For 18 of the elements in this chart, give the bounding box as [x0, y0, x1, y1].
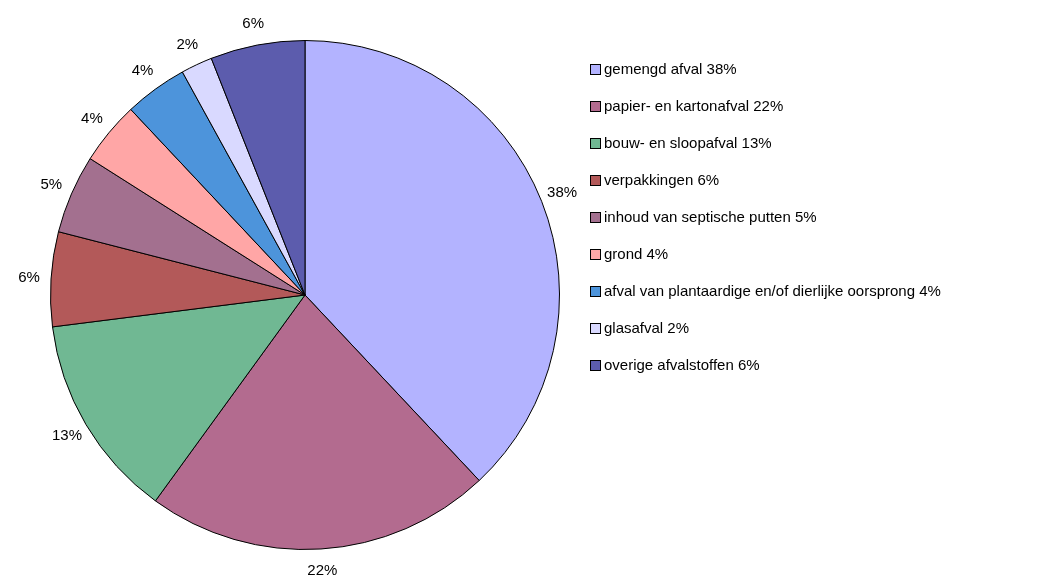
legend-label: papier- en kartonafval 22% — [604, 97, 784, 115]
data-label: 38% — [547, 183, 578, 201]
legend-label: glasafval 2% — [604, 319, 690, 337]
legend-label: overige afvalstoffen 6% — [604, 356, 760, 374]
legend-label: grond 4% — [604, 245, 669, 263]
data-label: 13% — [51, 425, 83, 443]
legend-label: afval van plantaardige en/of dierlijke oorsprong 4% — [604, 282, 941, 300]
data-label: 5% — [40, 175, 63, 193]
data-label: 4% — [81, 108, 103, 126]
data-label: 22% — [307, 561, 338, 579]
legend-label: gemengd afval 38% — [604, 60, 737, 78]
data-label: 2% — [176, 34, 199, 52]
data-label: 4% — [131, 61, 154, 79]
data-label: 6% — [18, 267, 40, 285]
legend-label: verpakkingen 6% — [604, 171, 720, 189]
data-label: 6% — [242, 13, 265, 31]
legend-label: inhoud van septische putten 5% — [604, 208, 817, 226]
legend-label: bouw- en sloopafval 13% — [604, 134, 772, 152]
